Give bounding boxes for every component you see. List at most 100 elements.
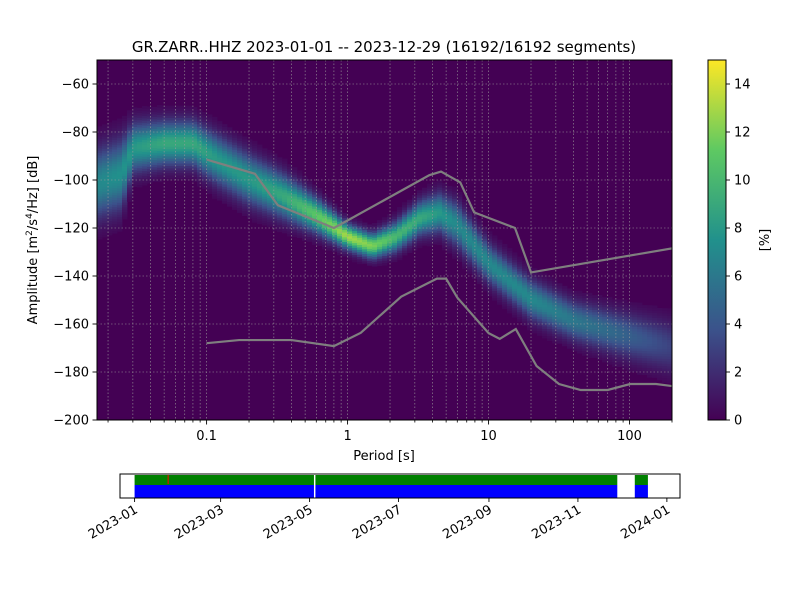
- heatmap-cell: [272, 165, 278, 169]
- heatmap-cell: [112, 202, 118, 205]
- heatmap-cell: [397, 247, 403, 251]
- heatmap-cell: [132, 172, 138, 175]
- heatmap-cell: [102, 131, 108, 135]
- heatmap-cell: [137, 151, 143, 154]
- heatmap-cell: [442, 202, 448, 205]
- heatmap-cell: [142, 168, 148, 172]
- heatmap-cell: [212, 116, 218, 120]
- heatmap-cell: [127, 167, 133, 171]
- heatmap-cell: [427, 241, 433, 244]
- heatmap-cell: [472, 225, 478, 229]
- heatmap-cell: [637, 312, 643, 315]
- heatmap-cell: [302, 183, 308, 186]
- heatmap-cell: [267, 149, 273, 153]
- heatmap-cell: [217, 169, 223, 172]
- heatmap-cell: [282, 211, 288, 215]
- heatmap-cell: [572, 322, 578, 325]
- heatmap-cell: [97, 222, 103, 226]
- heatmap-cell: [222, 140, 228, 144]
- heatmap-cell: [552, 304, 558, 308]
- heatmap-cell: [97, 176, 103, 180]
- heatmap-cell: [192, 145, 198, 149]
- heatmap-cell: [207, 124, 213, 127]
- heatmap-cell: [612, 335, 618, 339]
- heatmap-cell: [352, 254, 358, 258]
- heatmap-cell: [467, 252, 473, 255]
- heatmap-cell: [667, 365, 672, 369]
- heatmap-cell: [232, 137, 238, 141]
- heatmap-cell: [622, 299, 628, 303]
- heatmap-cell: [97, 188, 103, 192]
- heatmap-cell: [402, 223, 408, 227]
- heatmap-cell: [537, 311, 543, 315]
- heatmap-cell: [452, 251, 458, 255]
- heatmap-cell: [282, 196, 288, 200]
- heatmap-cell: [647, 329, 653, 333]
- heatmap-cell: [667, 341, 672, 345]
- heatmap-cell: [182, 156, 188, 159]
- heatmap-cell: [632, 343, 638, 346]
- heatmap-cell: [612, 347, 618, 351]
- heatmap-cell: [142, 170, 148, 174]
- heatmap-cell: [297, 215, 303, 219]
- heatmap-cell: [302, 238, 308, 242]
- heatmap-cell: [272, 223, 278, 226]
- heatmap-cell: [112, 161, 118, 164]
- heatmap-cell: [592, 319, 598, 322]
- heatmap-cell: [622, 364, 628, 368]
- heatmap-cell: [227, 156, 233, 159]
- heatmap-cell: [127, 151, 133, 154]
- heatmap-cell: [252, 145, 258, 149]
- heatmap-cell: [182, 151, 188, 154]
- heatmap-cell: [327, 204, 333, 208]
- heatmap-cell: [567, 293, 573, 296]
- heatmap-cell: [102, 215, 108, 219]
- heatmap-cell: [172, 165, 178, 169]
- heatmap-cell: [297, 177, 303, 181]
- heatmap-cell: [397, 209, 403, 213]
- heatmap-cell: [652, 348, 658, 352]
- heatmap-cell: [392, 252, 398, 255]
- heatmap-cell: [652, 331, 658, 335]
- heatmap-cell: [242, 174, 248, 178]
- heatmap-cell: [312, 208, 318, 212]
- heatmap-cell: [127, 136, 133, 140]
- heatmap-cell: [292, 176, 298, 180]
- heatmap-cell: [667, 363, 672, 367]
- heatmap-cell: [497, 258, 503, 262]
- heatmap-cell: [197, 183, 203, 187]
- heatmap-cell: [367, 255, 373, 259]
- heatmap-cell: [97, 231, 103, 235]
- heatmap-cell: [287, 166, 293, 170]
- heatmap-cell: [602, 352, 608, 356]
- heatmap-cell: [212, 172, 218, 175]
- heatmap-cell: [272, 163, 278, 166]
- heatmap-cell: [427, 214, 433, 218]
- heatmap-cell: [632, 359, 638, 363]
- heatmap-cell: [217, 190, 223, 194]
- heatmap-cell: [242, 189, 248, 193]
- heatmap-cell: [317, 187, 323, 191]
- heatmap-cell: [427, 209, 433, 213]
- heatmap-cell: [352, 249, 358, 253]
- heatmap-cell: [422, 206, 428, 210]
- heatmap-cell: [202, 152, 208, 156]
- heatmap-cell: [332, 220, 338, 223]
- heatmap-cell: [197, 119, 203, 122]
- heatmap-cell: [292, 232, 298, 235]
- heatmap-cell: [662, 336, 668, 340]
- heatmap-cell: [137, 167, 143, 171]
- heatmap-cell: [97, 150, 103, 154]
- heatmap-cell: [547, 302, 553, 306]
- heatmap-cell: [127, 175, 133, 178]
- heatmap-cell: [102, 129, 108, 132]
- heatmap-cell: [482, 247, 488, 251]
- heatmap-cell: [597, 347, 603, 351]
- heatmap-cell: [177, 160, 183, 164]
- heatmap-cell: [197, 169, 203, 173]
- heatmap-cell: [577, 326, 583, 330]
- heatmap-cell: [157, 162, 163, 166]
- heatmap-cell: [232, 156, 238, 160]
- heatmap-cell: [227, 196, 233, 200]
- heatmap-cell: [597, 321, 603, 325]
